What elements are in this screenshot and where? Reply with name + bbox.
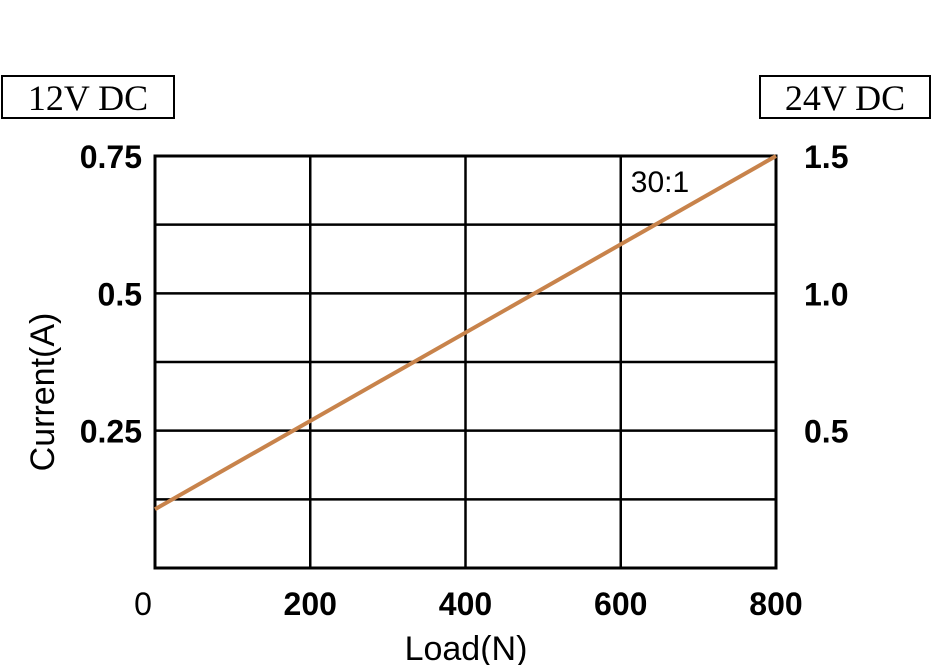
right-voltage-box [759,75,931,119]
y-right-tick-label: 1.0 [804,276,848,312]
x-tick-label: 0 [134,586,152,622]
right-voltage-label: 24V DC [785,78,905,118]
series-label-30-1: 30:1 [631,166,689,199]
tick-layer: 0 200 400 600 800 0.75 0.5 0.25 1.5 1.0 0.5 [80,139,849,622]
series-line-0 [154,154,777,511]
x-tick-label: 200 [284,586,337,622]
y-right-tick-label: 1.5 [804,139,848,175]
x-tick-label: 600 [594,586,647,622]
series-layer [154,154,777,511]
y-left-tick-label: 0.75 [80,139,142,175]
left-voltage-box [1,75,175,119]
grid-layer [153,154,778,570]
x-tick-label: 400 [439,586,492,622]
y-axis-label: Current(A) [24,313,62,472]
y-right-tick-label: 0.5 [804,414,848,450]
y-left-tick-label: 0.25 [80,414,142,450]
plot-frame [153,154,778,570]
y-left-tick-label: 0.5 [98,276,142,312]
left-voltage-label: 12V DC [28,78,148,118]
x-axis-label: Load(N) [405,630,528,665]
x-tick-label: 800 [749,586,802,622]
